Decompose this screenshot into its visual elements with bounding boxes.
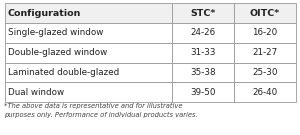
Text: Dual window: Dual window — [8, 88, 64, 97]
Text: 21-27: 21-27 — [252, 48, 278, 57]
Text: 35-38: 35-38 — [190, 68, 216, 77]
Bar — [4, 23, 172, 43]
Text: 16-20: 16-20 — [252, 28, 278, 37]
Bar — [234, 23, 296, 43]
Text: Configuration: Configuration — [8, 9, 81, 18]
Text: 26-40: 26-40 — [252, 88, 278, 97]
Bar — [234, 43, 296, 63]
Bar — [172, 3, 234, 23]
Bar — [172, 82, 234, 102]
Bar — [172, 43, 234, 63]
Text: 31-33: 31-33 — [190, 48, 216, 57]
Text: *The above data is representative and for illustrative
purposes only. Performanc: *The above data is representative and fo… — [4, 103, 198, 118]
Bar — [172, 23, 234, 43]
Text: Double-glazed window: Double-glazed window — [8, 48, 107, 57]
Bar — [4, 82, 172, 102]
Bar — [234, 3, 296, 23]
Bar — [172, 63, 234, 82]
Text: 39-50: 39-50 — [190, 88, 216, 97]
Bar — [234, 63, 296, 82]
Text: STC*: STC* — [190, 9, 216, 18]
Text: 25-30: 25-30 — [252, 68, 278, 77]
Text: Laminated double-glazed: Laminated double-glazed — [8, 68, 119, 77]
Bar — [4, 43, 172, 63]
Text: 24-26: 24-26 — [190, 28, 216, 37]
Bar — [4, 63, 172, 82]
Bar — [234, 82, 296, 102]
Bar — [4, 3, 172, 23]
Text: OITC*: OITC* — [250, 9, 280, 18]
Text: Single-glazed window: Single-glazed window — [8, 28, 103, 37]
